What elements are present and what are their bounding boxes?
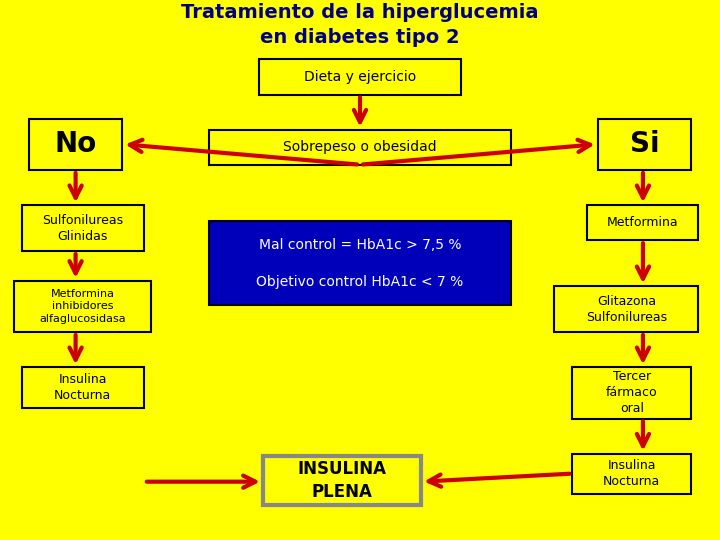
FancyBboxPatch shape xyxy=(209,221,511,305)
FancyBboxPatch shape xyxy=(22,205,144,251)
Text: Glitazona
Sulfonilureas: Glitazona Sulfonilureas xyxy=(586,295,667,323)
Text: Objetivo control HbA1c < 7 %: Objetivo control HbA1c < 7 % xyxy=(256,275,464,289)
Text: Metformina: Metformina xyxy=(607,216,678,229)
Text: Metformina
inhibidores
alfaglucosidasa: Metformina inhibidores alfaglucosidasa xyxy=(40,289,126,324)
FancyBboxPatch shape xyxy=(259,59,461,94)
Text: Si: Si xyxy=(629,131,660,158)
Text: Dieta y ejercicio: Dieta y ejercicio xyxy=(304,70,416,84)
Text: Mal control = HbA1c > 7,5 %: Mal control = HbA1c > 7,5 % xyxy=(258,238,462,252)
Text: Insulina
Nocturna: Insulina Nocturna xyxy=(54,373,112,402)
Text: Sobrepeso o obesidad: Sobrepeso o obesidad xyxy=(283,140,437,154)
Text: INSULINA
PLENA: INSULINA PLENA xyxy=(297,461,387,501)
FancyBboxPatch shape xyxy=(572,454,691,494)
FancyBboxPatch shape xyxy=(22,367,144,408)
FancyBboxPatch shape xyxy=(554,286,698,332)
FancyBboxPatch shape xyxy=(29,119,122,170)
FancyBboxPatch shape xyxy=(14,281,151,332)
Text: Tercer
fármaco
oral: Tercer fármaco oral xyxy=(606,370,657,415)
FancyBboxPatch shape xyxy=(572,367,691,418)
FancyBboxPatch shape xyxy=(209,130,511,165)
Text: Insulina
Nocturna: Insulina Nocturna xyxy=(603,460,660,488)
FancyBboxPatch shape xyxy=(587,205,698,240)
FancyBboxPatch shape xyxy=(598,119,691,170)
FancyBboxPatch shape xyxy=(263,456,421,505)
Text: Sulfonilureas
Glinidas: Sulfonilureas Glinidas xyxy=(42,214,123,242)
Text: No: No xyxy=(55,131,96,158)
Text: Tratamiento de la hiperglucemia
en diabetes tipo 2: Tratamiento de la hiperglucemia en diabe… xyxy=(181,3,539,46)
